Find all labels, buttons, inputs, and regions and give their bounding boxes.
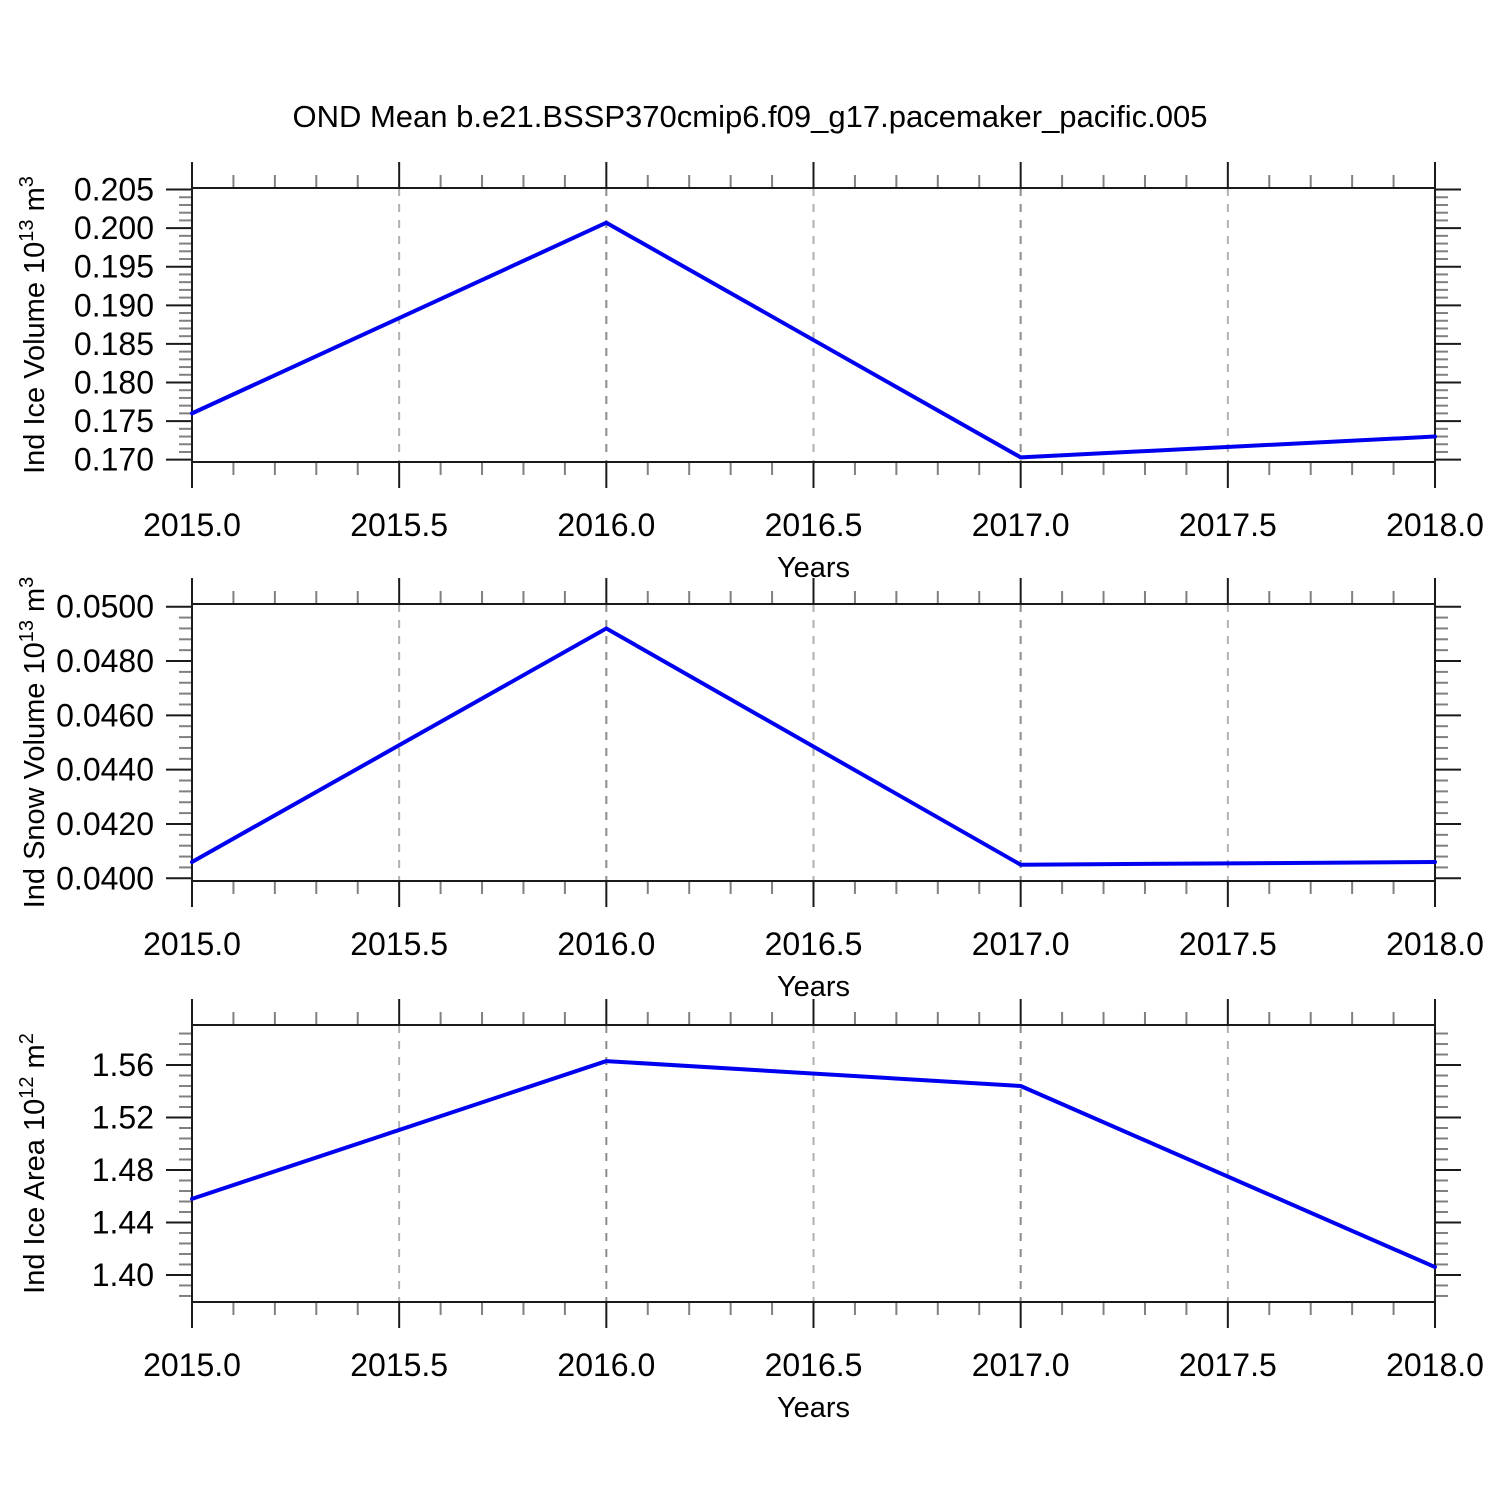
data-line-ice-area [190, 1059, 1437, 1270]
y-tick-label: 0.185 [74, 326, 154, 362]
plot-frame [191, 1024, 1436, 1303]
x-tick-label: 2017.5 [1179, 507, 1277, 543]
chart-title: OND Mean b.e21.BSSP370cmip6.f09_g17.pace… [292, 99, 1208, 134]
x-tick-label: 2017.0 [972, 1347, 1070, 1383]
x-tick-label: 2016.5 [765, 507, 863, 543]
panel-ice-volume: 0.1700.1750.1800.1850.1900.1950.2000.205… [16, 162, 1484, 584]
x-tick-label: 2015.5 [350, 507, 448, 543]
x-tick-label: 2017.5 [1179, 926, 1277, 962]
x-tick-label: 2015.5 [350, 1347, 448, 1383]
y-tick-label: 1.52 [92, 1100, 154, 1136]
y-axis-title: Ind Ice Volume 1013 m3 [16, 176, 51, 474]
y-tick-label: 0.170 [74, 442, 154, 478]
x-tick-labels: 2015.0 2015.5 2016.0 2016.5 2017.0 2017.5 2018… [143, 507, 1484, 543]
y-axis-ticks [166, 1032, 1461, 1297]
y-tick-label: 1.44 [92, 1204, 154, 1240]
grid-lines [398, 188, 1229, 462]
grid-lines [398, 1025, 1229, 1302]
x-axis-ticks [191, 162, 1436, 488]
x-tick-label: 2016.0 [557, 1347, 655, 1383]
y-tick-labels: 0.0400 0.0420 0.0440 0.0460 0.0480 0.0500 [56, 589, 154, 897]
x-tick-labels: 2015.0 2015.5 2016.0 2016.5 2017.0 2017.5 2018… [143, 1347, 1484, 1383]
plot-frame [191, 187, 1436, 463]
x-tick-label: 2018.0 [1386, 1347, 1484, 1383]
y-axis-ticks [166, 605, 1461, 880]
y-axis-title: Ind Snow Volume 1013 m3 [16, 577, 51, 909]
panel-snow-volume: 0.0400 0.0420 0.0440 0.0460 0.0480 0.0500 2015… [16, 577, 1484, 1003]
x-tick-label: 2015.0 [143, 926, 241, 962]
x-tick-label: 2016.5 [765, 1347, 863, 1383]
x-tick-label: 2016.5 [765, 926, 863, 962]
x-tick-label: 2016.0 [557, 926, 655, 962]
y-tick-label: 0.205 [74, 172, 154, 208]
x-axis-ticks [191, 999, 1436, 1328]
x-tick-label: 2017.0 [972, 926, 1070, 962]
x-tick-label: 2015.5 [350, 926, 448, 962]
data-line-ice-volume [190, 220, 1437, 460]
x-tick-label: 2016.0 [557, 507, 655, 543]
y-axis-title: Ind Ice Area 1012 m2 [16, 1033, 51, 1294]
y-tick-label: 0.0500 [56, 589, 154, 625]
y-tick-label: 0.0420 [56, 806, 154, 842]
y-tick-label: 1.56 [92, 1047, 154, 1083]
x-tick-label: 2015.0 [143, 1347, 241, 1383]
grid-lines [398, 604, 1229, 881]
x-tick-label: 2018.0 [1386, 507, 1484, 543]
x-tick-label: 2017.5 [1179, 1347, 1277, 1383]
x-axis-title: Years [777, 1392, 850, 1424]
y-tick-label: 0.175 [74, 403, 154, 439]
y-axis-ticks [166, 188, 1461, 461]
y-tick-label: 0.190 [74, 287, 154, 323]
y-tick-label: 1.40 [92, 1257, 154, 1293]
data-line-snow-volume [190, 626, 1437, 867]
y-tick-label: 0.0480 [56, 643, 154, 679]
y-tick-label: 0.200 [74, 210, 154, 246]
y-tick-label: 0.0460 [56, 697, 154, 733]
y-tick-label: 1.48 [92, 1152, 154, 1188]
x-axis-title: Years [777, 971, 850, 1003]
y-tick-label: 0.195 [74, 249, 154, 285]
x-axis-ticks [191, 578, 1436, 907]
x-tick-labels: 2015.0 2015.5 2016.0 2016.5 2017.0 2017.5 2018… [143, 926, 1484, 962]
x-tick-label: 2015.0 [143, 507, 241, 543]
y-tick-label: 0.180 [74, 365, 154, 401]
x-tick-label: 2017.0 [972, 507, 1070, 543]
x-tick-label: 2018.0 [1386, 926, 1484, 962]
y-tick-label: 0.0400 [56, 860, 154, 896]
y-tick-label: 0.0440 [56, 752, 154, 788]
y-tick-labels: 1.40 1.44 1.48 1.52 1.56 [92, 1047, 154, 1293]
plot-frame [191, 603, 1436, 882]
